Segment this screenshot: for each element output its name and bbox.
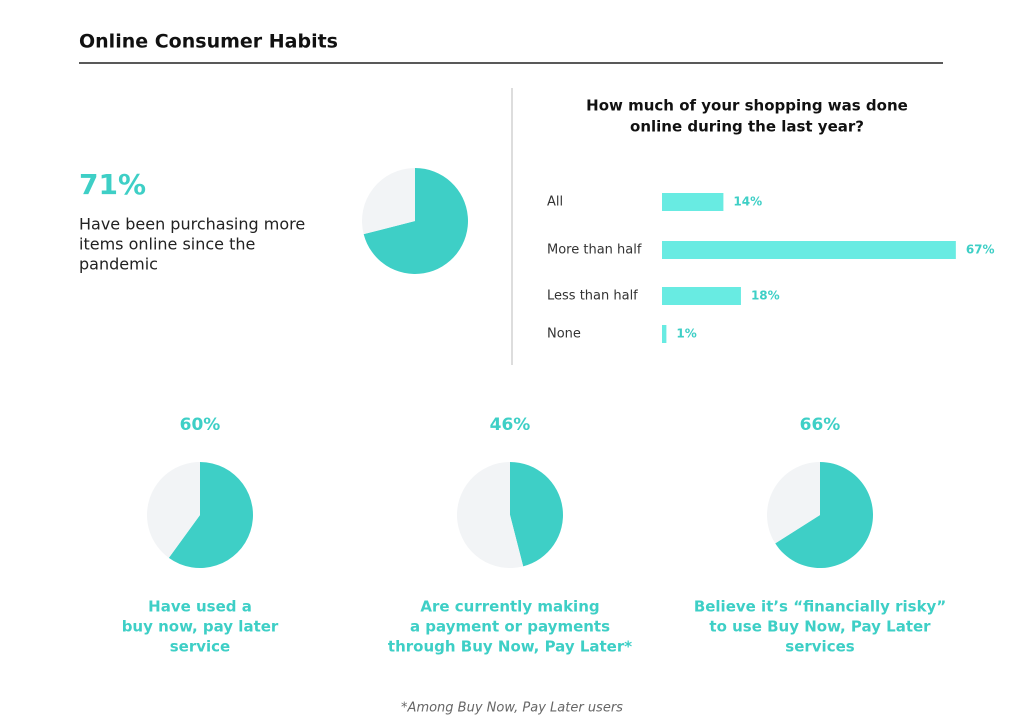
pie-slice xyxy=(168,462,253,568)
value-label: 71% xyxy=(79,168,146,201)
category-label: More than half xyxy=(547,243,642,258)
pie-slice xyxy=(457,462,524,569)
value-label: 66% xyxy=(800,415,841,435)
description-line: services xyxy=(785,638,854,656)
description-line: to use Buy Now, Pay Later xyxy=(709,618,931,636)
bar xyxy=(662,325,667,343)
category-label: Less than half xyxy=(547,289,638,304)
pie-slice xyxy=(362,168,415,235)
value-label: 46% xyxy=(490,415,531,435)
chart-title: online during the last year? xyxy=(630,118,864,136)
description-line: service xyxy=(170,638,230,656)
chart-title: How much of your shopping was done xyxy=(586,97,908,115)
value-label: 1% xyxy=(676,327,696,341)
value-label: 18% xyxy=(751,289,780,303)
description-line: items online since the xyxy=(79,235,255,254)
value-label: 14% xyxy=(733,195,762,209)
pie-slice xyxy=(363,168,468,275)
bar xyxy=(662,241,956,259)
description-line: through Buy Now, Pay Later* xyxy=(388,638,632,656)
description-line: Have used a xyxy=(148,598,252,616)
pie-slice xyxy=(766,461,820,544)
description-line: Are currently making xyxy=(420,598,599,616)
description-line: pandemic xyxy=(79,255,158,274)
pie-slice xyxy=(146,462,200,558)
category-label: None xyxy=(547,327,581,342)
description-line: a payment or payments xyxy=(410,618,610,636)
description-line: buy now, pay later xyxy=(122,618,279,636)
value-label: 60% xyxy=(180,415,221,435)
pie-slice xyxy=(775,462,873,568)
footnote: *Among Buy Now, Pay Later users xyxy=(401,701,623,716)
bar xyxy=(662,287,741,305)
page-title: Online Consumer Habits xyxy=(79,31,338,53)
bar xyxy=(662,193,724,211)
description-line: Have been purchasing more xyxy=(79,215,305,234)
pie-slice xyxy=(510,462,563,567)
category-label: All xyxy=(547,195,563,210)
value-label: 67% xyxy=(966,243,995,257)
description-line: Believe it’s “financially risky” xyxy=(694,598,946,616)
